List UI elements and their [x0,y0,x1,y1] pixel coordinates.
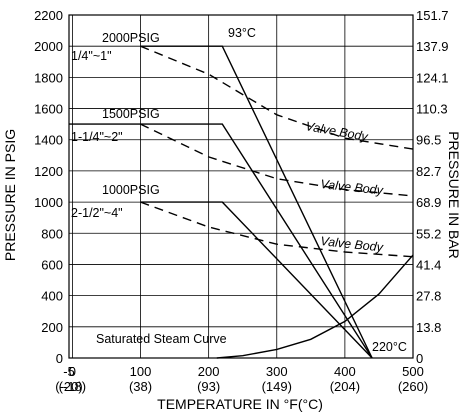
series-line-3 [140,45,414,150]
plot-frame [68,14,414,359]
y-tick-label-right: 124.1 [416,70,449,85]
y-tick-label-right: 55.2 [416,226,441,241]
x-tick-sublabel: (204) [330,379,360,394]
x-tick-label: 200 [198,364,220,379]
y-tick-label: 1400 [34,133,63,148]
y-tick-label: 600 [41,257,63,272]
size-label-1-1-4-2: 1-1/4"~2" [71,130,123,144]
x-tick-label: -5 [63,364,75,379]
y-tick-label: 800 [41,226,63,241]
x-tick-label: 400 [334,364,356,379]
axes [68,14,414,359]
x-tick-sublabel: (-18) [59,379,86,394]
series-label-1500psig: 1500PSIG [102,107,160,121]
size-label-1-4-1: 1/4"~1" [71,49,112,63]
x-tick-sublabel: (93) [197,379,220,394]
max-temp-label: 93°C [228,26,256,40]
y-tick-label: 1200 [34,164,63,179]
series-line-5 [140,201,414,258]
series-line-0 [140,45,373,359]
y-tick-label: 2000 [34,39,63,54]
y-tick-label-right: 96.5 [416,133,441,148]
series-label-1000psig: 1000PSIG [102,183,160,197]
y-tick-label-right: 27.8 [416,289,441,304]
y-axis-label: PRESSURE IN PSIG [2,129,18,261]
y-tick-label: 400 [41,289,63,304]
series-line-6 [216,254,414,359]
x-tick-sublabel: (-20) [55,379,82,394]
valve-body-label-3: Valve Body [320,234,385,255]
series-group [69,45,414,359]
y-tick-label-right: 151.7 [416,8,449,23]
y-tick-label-right: 41.4 [416,257,441,272]
series-line-2 [140,201,373,359]
y-tick-label: 1000 [34,195,63,210]
x-tick-label: 500 [402,364,424,379]
end-temp-label: 220°C [372,340,407,354]
x-tick-sublabel: (260) [398,379,428,394]
y-tick-label-right: 82.7 [416,164,441,179]
series-label-2000psig: 2000PSIG [102,31,160,45]
x-tick-label: 300 [266,364,288,379]
y-tick-label-right: 110.3 [416,102,448,117]
steam-curve-label: Saturated Steam Curve [96,332,227,346]
y-tick-label: 0 [56,351,63,366]
x-axis-label: TEMPERATURE IN °F(°C) [157,396,323,412]
x-tick-sublabel: (38) [129,379,152,394]
series-line-1 [69,123,373,359]
y-tick-label: 200 [41,320,63,335]
y-tick-label-right: 13.8 [416,320,441,335]
series-line-4 [140,123,414,197]
valve-body-label-2: Valve Body [320,177,385,198]
x-tick-sublabel: (149) [262,379,292,394]
y-tick-label-right: 0 [416,351,423,366]
y-axis-label-right: PRESSURE IN BAR [446,131,459,259]
size-label-2-1-2-4: 2-1/2"~4" [71,206,123,220]
x-tick-label: 0 [69,364,76,379]
y-tick-label-right: 137.9 [416,39,449,54]
valve-body-label-1: Valve Body [304,119,369,144]
x-tick-label: 100 [130,364,152,379]
y-tick-label: 1800 [34,70,63,85]
y-tick-label-right: 68.9 [416,195,441,210]
y-tick-label: 2200 [34,8,63,23]
y-tick-label: 1600 [34,102,63,117]
